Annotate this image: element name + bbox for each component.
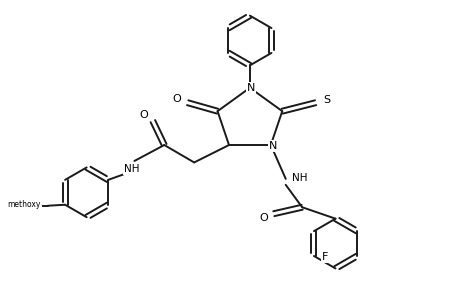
Text: F: F [321, 252, 327, 262]
Text: O: O [139, 110, 148, 120]
Text: S: S [322, 95, 330, 105]
Text: N: N [246, 83, 255, 93]
Text: NH: NH [291, 173, 307, 183]
Text: O: O [172, 94, 181, 104]
Text: O: O [259, 213, 268, 223]
Text: O: O [32, 201, 41, 211]
Text: methoxy: methoxy [7, 200, 40, 209]
Text: N: N [268, 141, 276, 151]
Text: NH: NH [124, 164, 140, 174]
